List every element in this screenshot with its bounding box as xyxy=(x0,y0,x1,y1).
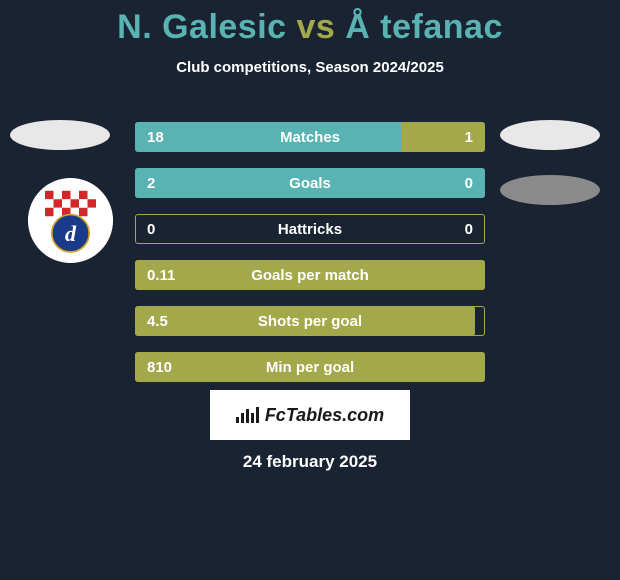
stat-value-right: 0 xyxy=(465,221,473,238)
stat-label: Goals per match xyxy=(135,267,485,284)
stats-rows: 18Matches12Goals00Hattricks00.11Goals pe… xyxy=(135,122,485,398)
player2-name: Å tefanac xyxy=(345,8,503,46)
stat-row: 810Min per goal xyxy=(135,352,485,382)
player1-badge-oval xyxy=(10,120,110,150)
stat-row: 4.5Shots per goal xyxy=(135,306,485,336)
stat-row: 0Hattricks0 xyxy=(135,214,485,244)
stat-label: Matches xyxy=(135,129,485,146)
vs-text: vs xyxy=(297,8,336,46)
stat-label: Hattricks xyxy=(135,221,485,238)
stat-label: Goals xyxy=(135,175,485,192)
stat-row: 0.11Goals per match xyxy=(135,260,485,290)
stat-value-right: 0 xyxy=(465,175,473,192)
subtitle: Club competitions, Season 2024/2025 xyxy=(0,59,620,76)
footer-brand: FcTables.com xyxy=(210,390,410,440)
stat-row: 18Matches1 xyxy=(135,122,485,152)
brand-bars-icon xyxy=(236,407,259,423)
stat-label: Shots per goal xyxy=(135,313,485,330)
stat-row: 2Goals0 xyxy=(135,168,485,198)
comparison-title: N. Galesic vs Å tefanac xyxy=(0,0,620,47)
svg-text:d: d xyxy=(65,221,77,246)
player2-badge-oval xyxy=(500,120,600,150)
brand-text: FcTables.com xyxy=(265,405,384,426)
stat-label: Min per goal xyxy=(135,359,485,376)
date-text: 24 february 2025 xyxy=(0,452,620,472)
stat-value-right: 1 xyxy=(465,129,473,146)
player1-name: N. Galesic xyxy=(117,8,286,46)
club-logo: d xyxy=(28,178,113,263)
player2-badge-oval-2 xyxy=(500,175,600,205)
